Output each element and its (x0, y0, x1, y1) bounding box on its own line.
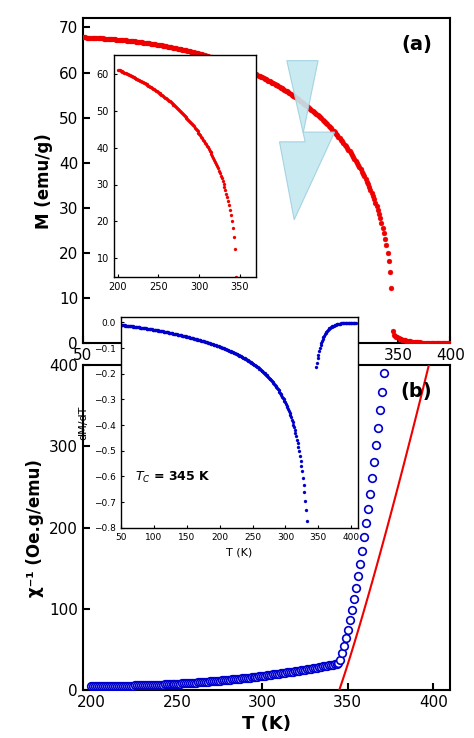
Text: (a): (a) (401, 35, 432, 54)
Y-axis label: M (emu/g): M (emu/g) (35, 133, 53, 229)
Polygon shape (280, 61, 335, 220)
X-axis label: T (K): T (K) (226, 547, 253, 557)
Text: (b): (b) (401, 382, 432, 401)
X-axis label: T (K): T (K) (242, 368, 291, 387)
X-axis label: T (K): T (K) (242, 715, 291, 734)
Y-axis label: χ⁻¹ (Oe.g/emu): χ⁻¹ (Oe.g/emu) (26, 459, 44, 596)
Y-axis label: dM/dT: dM/dT (79, 405, 89, 440)
Text: $T_C$ = 345 K: $T_C$ = 345 K (135, 470, 211, 486)
